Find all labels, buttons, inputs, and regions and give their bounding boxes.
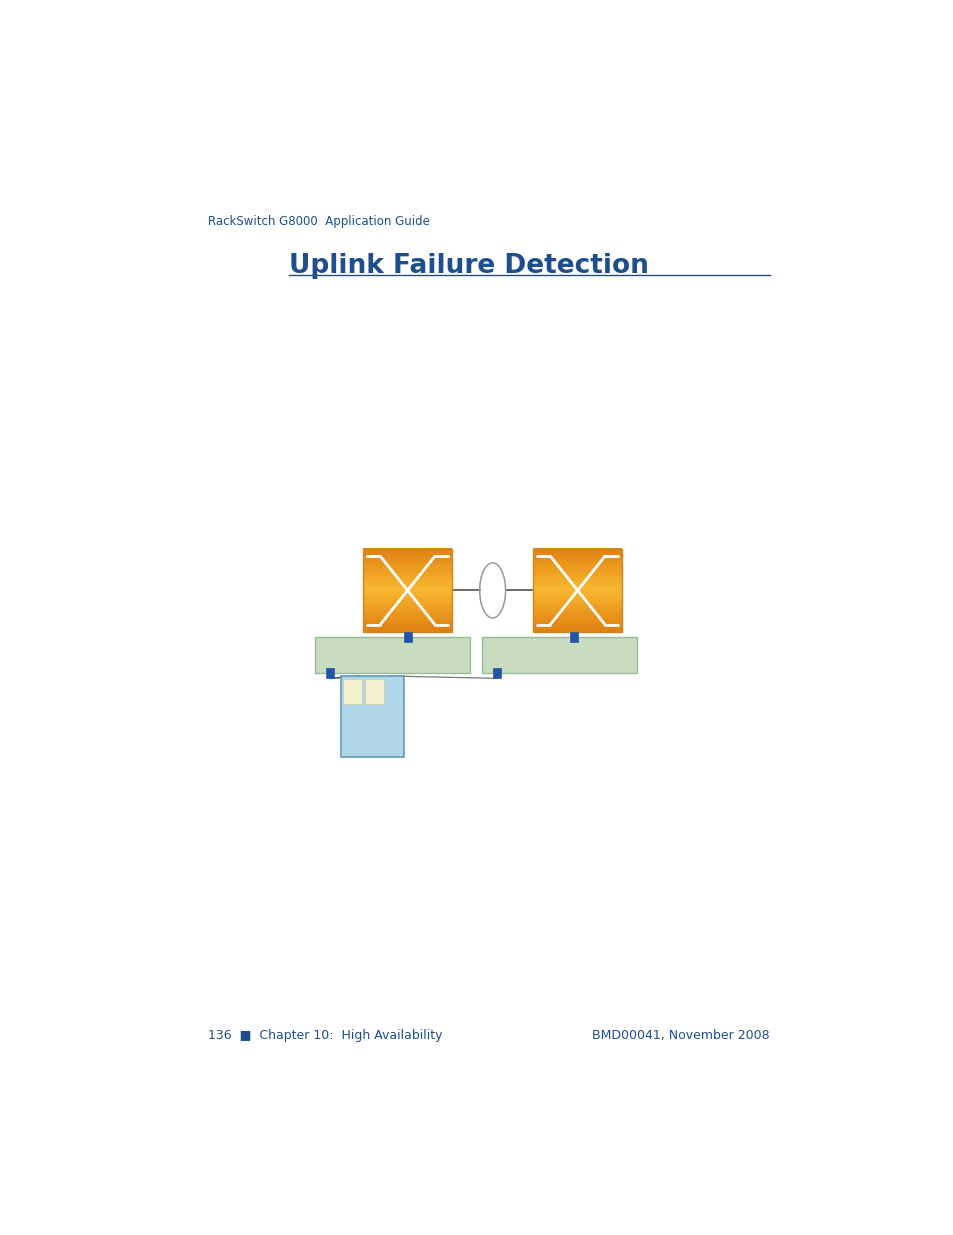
FancyBboxPatch shape (363, 630, 452, 632)
FancyBboxPatch shape (533, 576, 621, 578)
FancyBboxPatch shape (533, 585, 621, 588)
FancyBboxPatch shape (363, 579, 452, 582)
FancyBboxPatch shape (533, 592, 621, 594)
FancyBboxPatch shape (363, 619, 452, 621)
FancyBboxPatch shape (363, 605, 452, 608)
FancyBboxPatch shape (533, 600, 621, 603)
FancyBboxPatch shape (364, 679, 383, 704)
FancyBboxPatch shape (363, 590, 452, 593)
FancyBboxPatch shape (363, 558, 452, 561)
FancyBboxPatch shape (492, 668, 500, 678)
FancyBboxPatch shape (533, 550, 621, 553)
FancyBboxPatch shape (363, 615, 452, 618)
FancyBboxPatch shape (533, 555, 621, 557)
FancyBboxPatch shape (533, 588, 621, 590)
FancyBboxPatch shape (533, 578, 621, 580)
FancyBboxPatch shape (363, 609, 452, 611)
FancyBboxPatch shape (363, 606, 452, 609)
FancyBboxPatch shape (533, 573, 621, 576)
FancyBboxPatch shape (533, 621, 621, 624)
FancyBboxPatch shape (533, 567, 621, 569)
FancyBboxPatch shape (363, 561, 452, 563)
FancyBboxPatch shape (533, 594, 621, 597)
FancyBboxPatch shape (363, 584, 452, 587)
FancyBboxPatch shape (533, 579, 621, 582)
FancyBboxPatch shape (363, 588, 452, 590)
FancyBboxPatch shape (363, 550, 452, 553)
Text: BMD00041, November 2008: BMD00041, November 2008 (592, 1029, 769, 1042)
FancyBboxPatch shape (363, 552, 452, 555)
FancyBboxPatch shape (363, 600, 452, 603)
FancyBboxPatch shape (363, 624, 452, 626)
FancyBboxPatch shape (363, 594, 452, 597)
FancyBboxPatch shape (533, 561, 621, 563)
FancyBboxPatch shape (363, 603, 452, 605)
FancyBboxPatch shape (533, 590, 621, 593)
Text: 136  ■  Chapter 10:  High Availability: 136 ■ Chapter 10: High Availability (208, 1029, 442, 1042)
FancyBboxPatch shape (533, 624, 621, 626)
FancyBboxPatch shape (314, 637, 470, 673)
FancyBboxPatch shape (533, 564, 621, 567)
FancyBboxPatch shape (363, 582, 452, 584)
FancyBboxPatch shape (363, 557, 452, 559)
FancyBboxPatch shape (363, 598, 452, 601)
FancyBboxPatch shape (363, 597, 452, 599)
FancyBboxPatch shape (533, 558, 621, 561)
FancyBboxPatch shape (363, 627, 452, 630)
FancyBboxPatch shape (533, 597, 621, 599)
FancyBboxPatch shape (363, 548, 452, 551)
FancyBboxPatch shape (533, 569, 621, 572)
FancyBboxPatch shape (363, 576, 452, 578)
FancyBboxPatch shape (363, 571, 452, 573)
FancyBboxPatch shape (533, 625, 621, 629)
FancyBboxPatch shape (533, 627, 621, 630)
FancyBboxPatch shape (533, 584, 621, 587)
FancyBboxPatch shape (363, 567, 452, 569)
FancyBboxPatch shape (533, 630, 621, 632)
FancyBboxPatch shape (341, 676, 403, 757)
FancyBboxPatch shape (569, 632, 578, 642)
FancyBboxPatch shape (533, 609, 621, 611)
FancyBboxPatch shape (481, 637, 637, 673)
FancyBboxPatch shape (363, 625, 452, 629)
FancyBboxPatch shape (363, 611, 452, 614)
FancyBboxPatch shape (533, 615, 621, 618)
FancyBboxPatch shape (533, 571, 621, 573)
FancyBboxPatch shape (403, 632, 412, 642)
FancyBboxPatch shape (533, 548, 621, 551)
FancyBboxPatch shape (363, 564, 452, 567)
FancyBboxPatch shape (533, 605, 621, 608)
FancyBboxPatch shape (363, 592, 452, 594)
FancyBboxPatch shape (533, 613, 621, 615)
FancyBboxPatch shape (326, 668, 335, 678)
FancyBboxPatch shape (363, 578, 452, 580)
FancyBboxPatch shape (533, 619, 621, 621)
FancyBboxPatch shape (363, 563, 452, 566)
FancyBboxPatch shape (533, 611, 621, 614)
FancyBboxPatch shape (343, 679, 362, 704)
FancyBboxPatch shape (363, 621, 452, 624)
FancyBboxPatch shape (533, 582, 621, 584)
FancyBboxPatch shape (363, 569, 452, 572)
FancyBboxPatch shape (363, 573, 452, 576)
Text: Uplink Failure Detection: Uplink Failure Detection (289, 253, 648, 279)
FancyBboxPatch shape (363, 555, 452, 557)
FancyBboxPatch shape (533, 606, 621, 609)
FancyBboxPatch shape (533, 557, 621, 559)
FancyBboxPatch shape (363, 618, 452, 620)
FancyBboxPatch shape (533, 618, 621, 620)
FancyBboxPatch shape (533, 552, 621, 555)
FancyBboxPatch shape (533, 603, 621, 605)
FancyBboxPatch shape (533, 598, 621, 601)
FancyBboxPatch shape (533, 563, 621, 566)
FancyBboxPatch shape (363, 613, 452, 615)
FancyBboxPatch shape (363, 585, 452, 588)
Text: RackSwitch G8000  Application Guide: RackSwitch G8000 Application Guide (208, 215, 430, 227)
